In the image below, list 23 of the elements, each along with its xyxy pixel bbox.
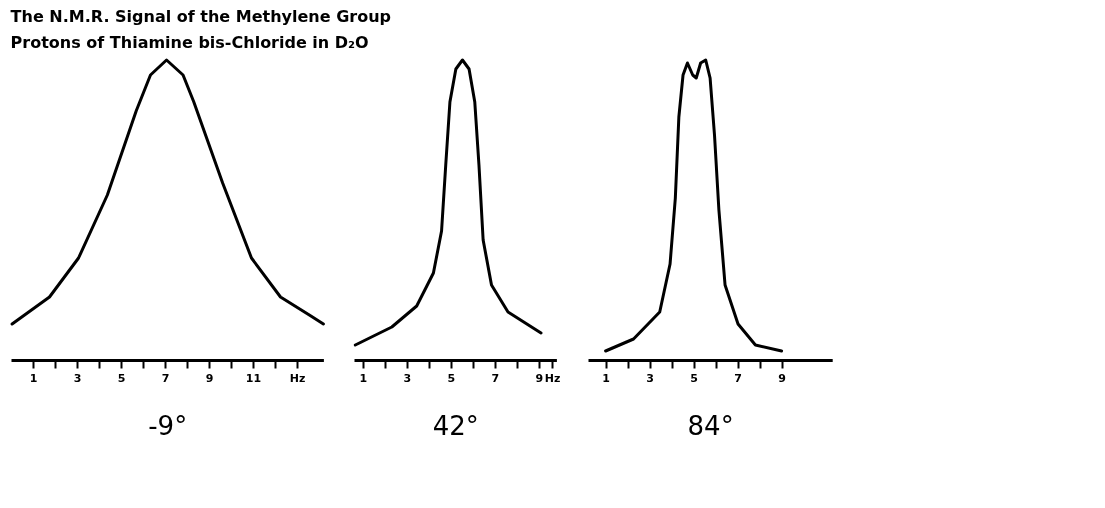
x-tick-label: 1 [359,371,368,385]
x-tick-label: 5 [447,371,456,385]
chart-title: The N.M.R. Signal of the Methylene Group [10,6,392,26]
x-tick-label: 3 [646,371,654,385]
x-tick-label: 1 [602,371,610,385]
x-tick-label: 7 [491,371,500,385]
x-tick-label: 9 [205,371,214,385]
x-tick-label: 5 [117,371,126,385]
x-tick-label: 1 [29,371,38,385]
x-axis-title: 42° [432,410,479,441]
x-tick-label: 11 [245,371,262,385]
x-tick-label: Hz [544,371,561,385]
x-tick-label: 3 [73,371,82,385]
x-tick-label: 3 [403,371,412,385]
x-axis-title: -9° [148,410,188,441]
x-tick-label: 7 [161,371,170,385]
x-axis-title: 84° [687,410,734,441]
chart-subtitle: Protons of Thiamine bis-Chloride in D₂O [10,32,369,52]
x-tick-label: 9 [778,371,786,385]
x-tick-label: Hz [289,371,306,385]
x-tick-label: 7 [734,371,742,385]
x-tick-label: 9 [535,371,544,385]
x-tick-label: 5 [690,371,698,385]
